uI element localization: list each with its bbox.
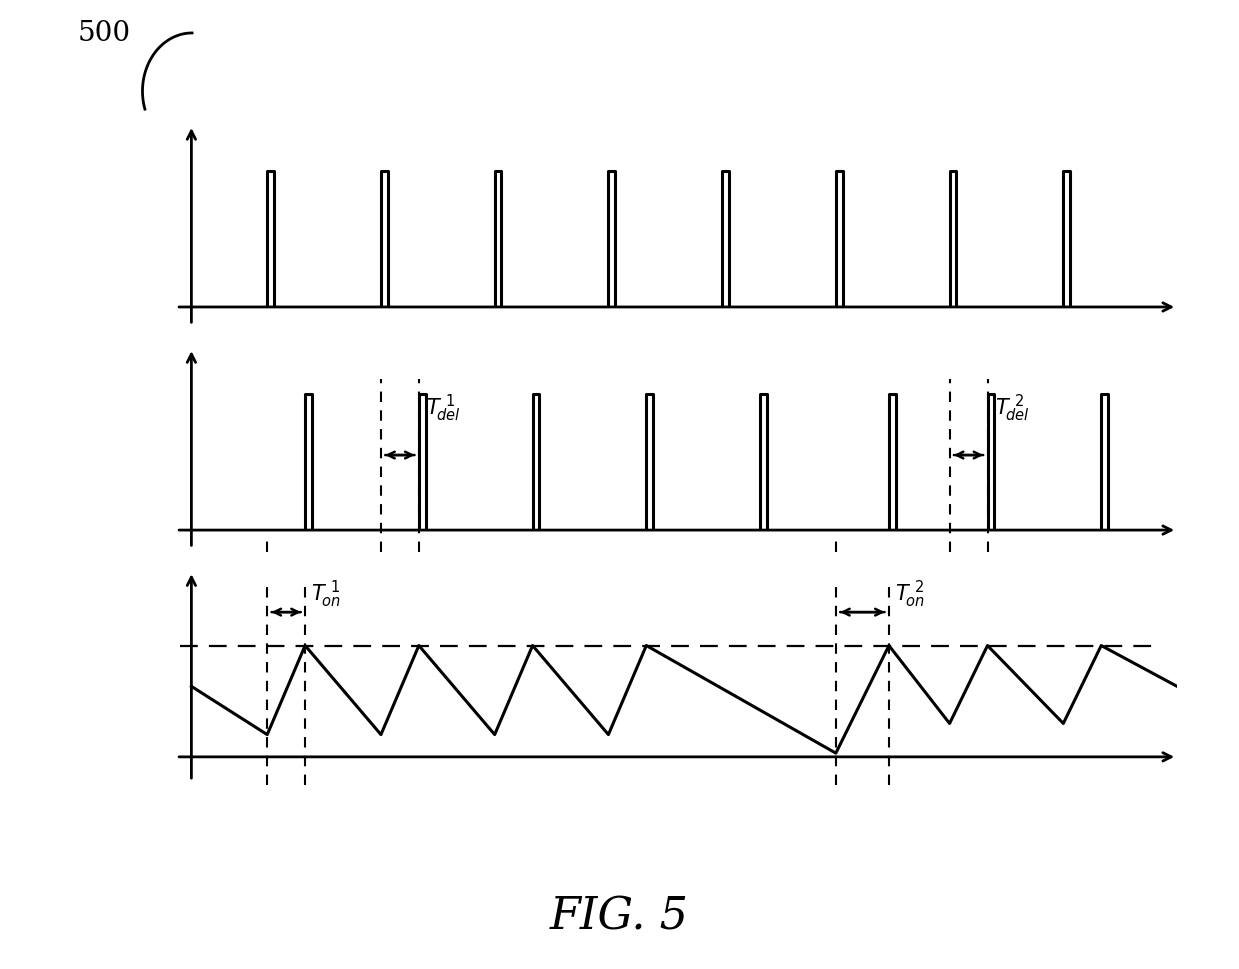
Text: FIG. 5: FIG. 5	[550, 894, 689, 937]
Text: $T_{\!del}^{\ 1}$: $T_{\!del}^{\ 1}$	[426, 392, 461, 423]
Text: $T_{\!on}^{\ 2}$: $T_{\!on}^{\ 2}$	[895, 578, 924, 610]
Text: 500: 500	[78, 19, 131, 47]
Text: $T_{\!on}^{\ 1}$: $T_{\!on}^{\ 1}$	[311, 578, 341, 610]
Text: $T_{\!del}^{\ 2}$: $T_{\!del}^{\ 2}$	[995, 392, 1030, 423]
